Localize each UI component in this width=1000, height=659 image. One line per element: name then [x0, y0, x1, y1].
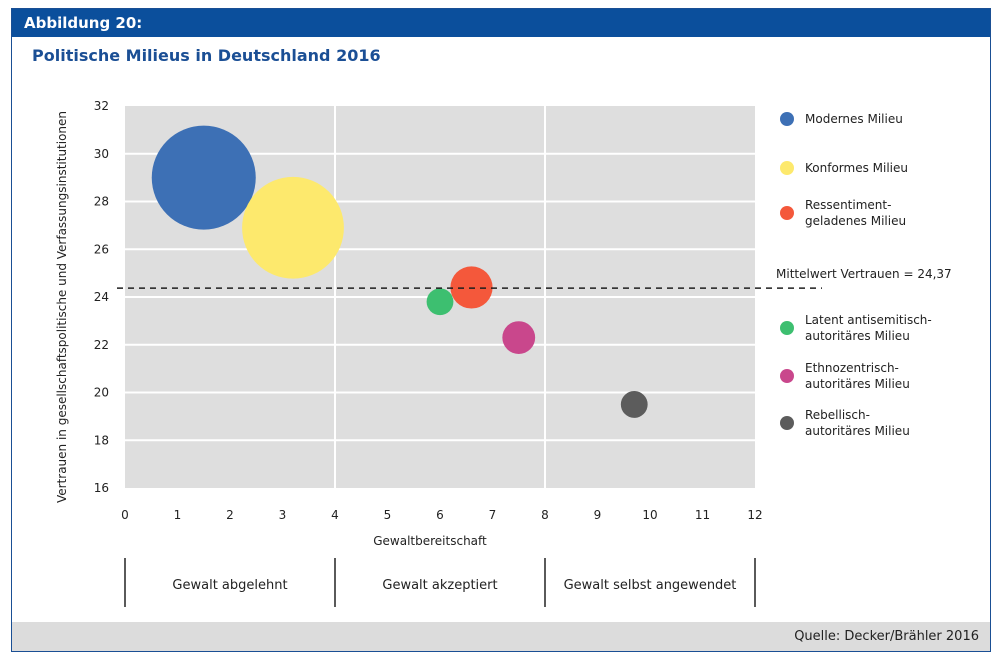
- legend-swatch: [780, 416, 794, 430]
- x-tick-label: 0: [121, 508, 129, 522]
- y-tick-label: 30: [94, 147, 109, 161]
- x-tick-label: 9: [594, 508, 602, 522]
- legend: Modernes Milieu Konformes Milieu Ressentim…: [780, 112, 932, 438]
- legend-label: autoritäres Milieu: [805, 424, 910, 438]
- legend-item: Modernes Milieu: [780, 112, 903, 126]
- source-text: Quelle: Decker/Brähler 2016: [794, 629, 979, 644]
- legend-item: Konformes Milieu: [780, 161, 908, 175]
- legend-item: Ressentiment-geladenes Milieu: [780, 198, 906, 228]
- legend-label: Ethnozentrisch-: [805, 361, 899, 375]
- zone-label: Gewalt selbst angewendet: [564, 578, 737, 593]
- legend-item: Latent antisemitisch-autoritäres Milieu: [780, 313, 932, 343]
- figure-label: Abbildung 20:: [24, 14, 143, 32]
- legend-label: Modernes Milieu: [805, 112, 903, 126]
- mean-line-label: Mittelwert Vertrauen = 24,37: [776, 267, 952, 281]
- legend-item: Ethnozentrisch-autoritäres Milieu: [780, 361, 910, 391]
- bubble: [242, 176, 344, 279]
- zone-label: Gewalt abgelehnt: [172, 578, 287, 593]
- y-tick-label: 22: [94, 338, 109, 352]
- legend-swatch: [780, 112, 794, 126]
- bubbles: [151, 125, 648, 418]
- zone-label: Gewalt akzeptiert: [382, 578, 497, 593]
- legend-label: autoritäres Milieu: [805, 377, 910, 391]
- x-axis-ticks: 0 1 2 3 4 5 6 7 8 9 10 11 12: [121, 508, 762, 522]
- y-tick-label: 32: [94, 99, 109, 113]
- x-tick-label: 2: [226, 508, 234, 522]
- legend-label: Latent antisemitisch-: [805, 313, 932, 327]
- x-tick-label: 11: [695, 508, 710, 522]
- legend-swatch: [780, 321, 794, 335]
- legend-swatch: [780, 206, 794, 220]
- legend-swatch: [780, 369, 794, 383]
- x-axis-label: Gewaltbereitschaft: [373, 534, 487, 548]
- chart-title: Politische Milieus in Deutschland 2016: [32, 46, 381, 65]
- bubble: [502, 321, 536, 354]
- legend-label: Ressentiment-: [805, 198, 891, 212]
- y-tick-label: 16: [94, 481, 109, 495]
- bubble: [151, 125, 256, 230]
- legend-label: geladenes Milieu: [805, 214, 906, 228]
- figure-label-bar: Abbildung 20:: [12, 9, 990, 37]
- x-tick-label: 8: [541, 508, 549, 522]
- x-tick-label: 1: [174, 508, 182, 522]
- legend-item: Rebellisch-autoritäres Milieu: [780, 408, 910, 438]
- y-axis-ticks: 16 18 20 22 24 26 28 30 32: [94, 99, 109, 495]
- legend-label: Rebellisch-: [805, 408, 870, 422]
- x-tick-label: 3: [279, 508, 287, 522]
- y-tick-label: 18: [94, 433, 109, 447]
- legend-swatch: [780, 161, 794, 175]
- x-tick-label: 10: [642, 508, 657, 522]
- y-tick-label: 28: [94, 195, 109, 209]
- x-tick-label: 6: [436, 508, 444, 522]
- bubble: [426, 288, 454, 316]
- y-tick-label: 26: [94, 242, 109, 256]
- x-tick-label: 5: [384, 508, 392, 522]
- legend-label: autoritäres Milieu: [805, 329, 910, 343]
- y-axis-label: Vertrauen in gesellschaftspolitische und…: [55, 111, 69, 503]
- x-tick-label: 7: [489, 508, 497, 522]
- legend-label: Konformes Milieu: [805, 161, 908, 175]
- source-bar: Quelle: Decker/Brähler 2016: [12, 622, 990, 651]
- bubble: [620, 391, 648, 418]
- y-tick-label: 24: [94, 290, 109, 304]
- y-tick-label: 20: [94, 386, 109, 400]
- x-tick-label: 4: [331, 508, 339, 522]
- x-tick-label: 12: [747, 508, 762, 522]
- violence-zones: Gewalt abgelehnt Gewalt akzeptiert Gewalt …: [124, 558, 756, 607]
